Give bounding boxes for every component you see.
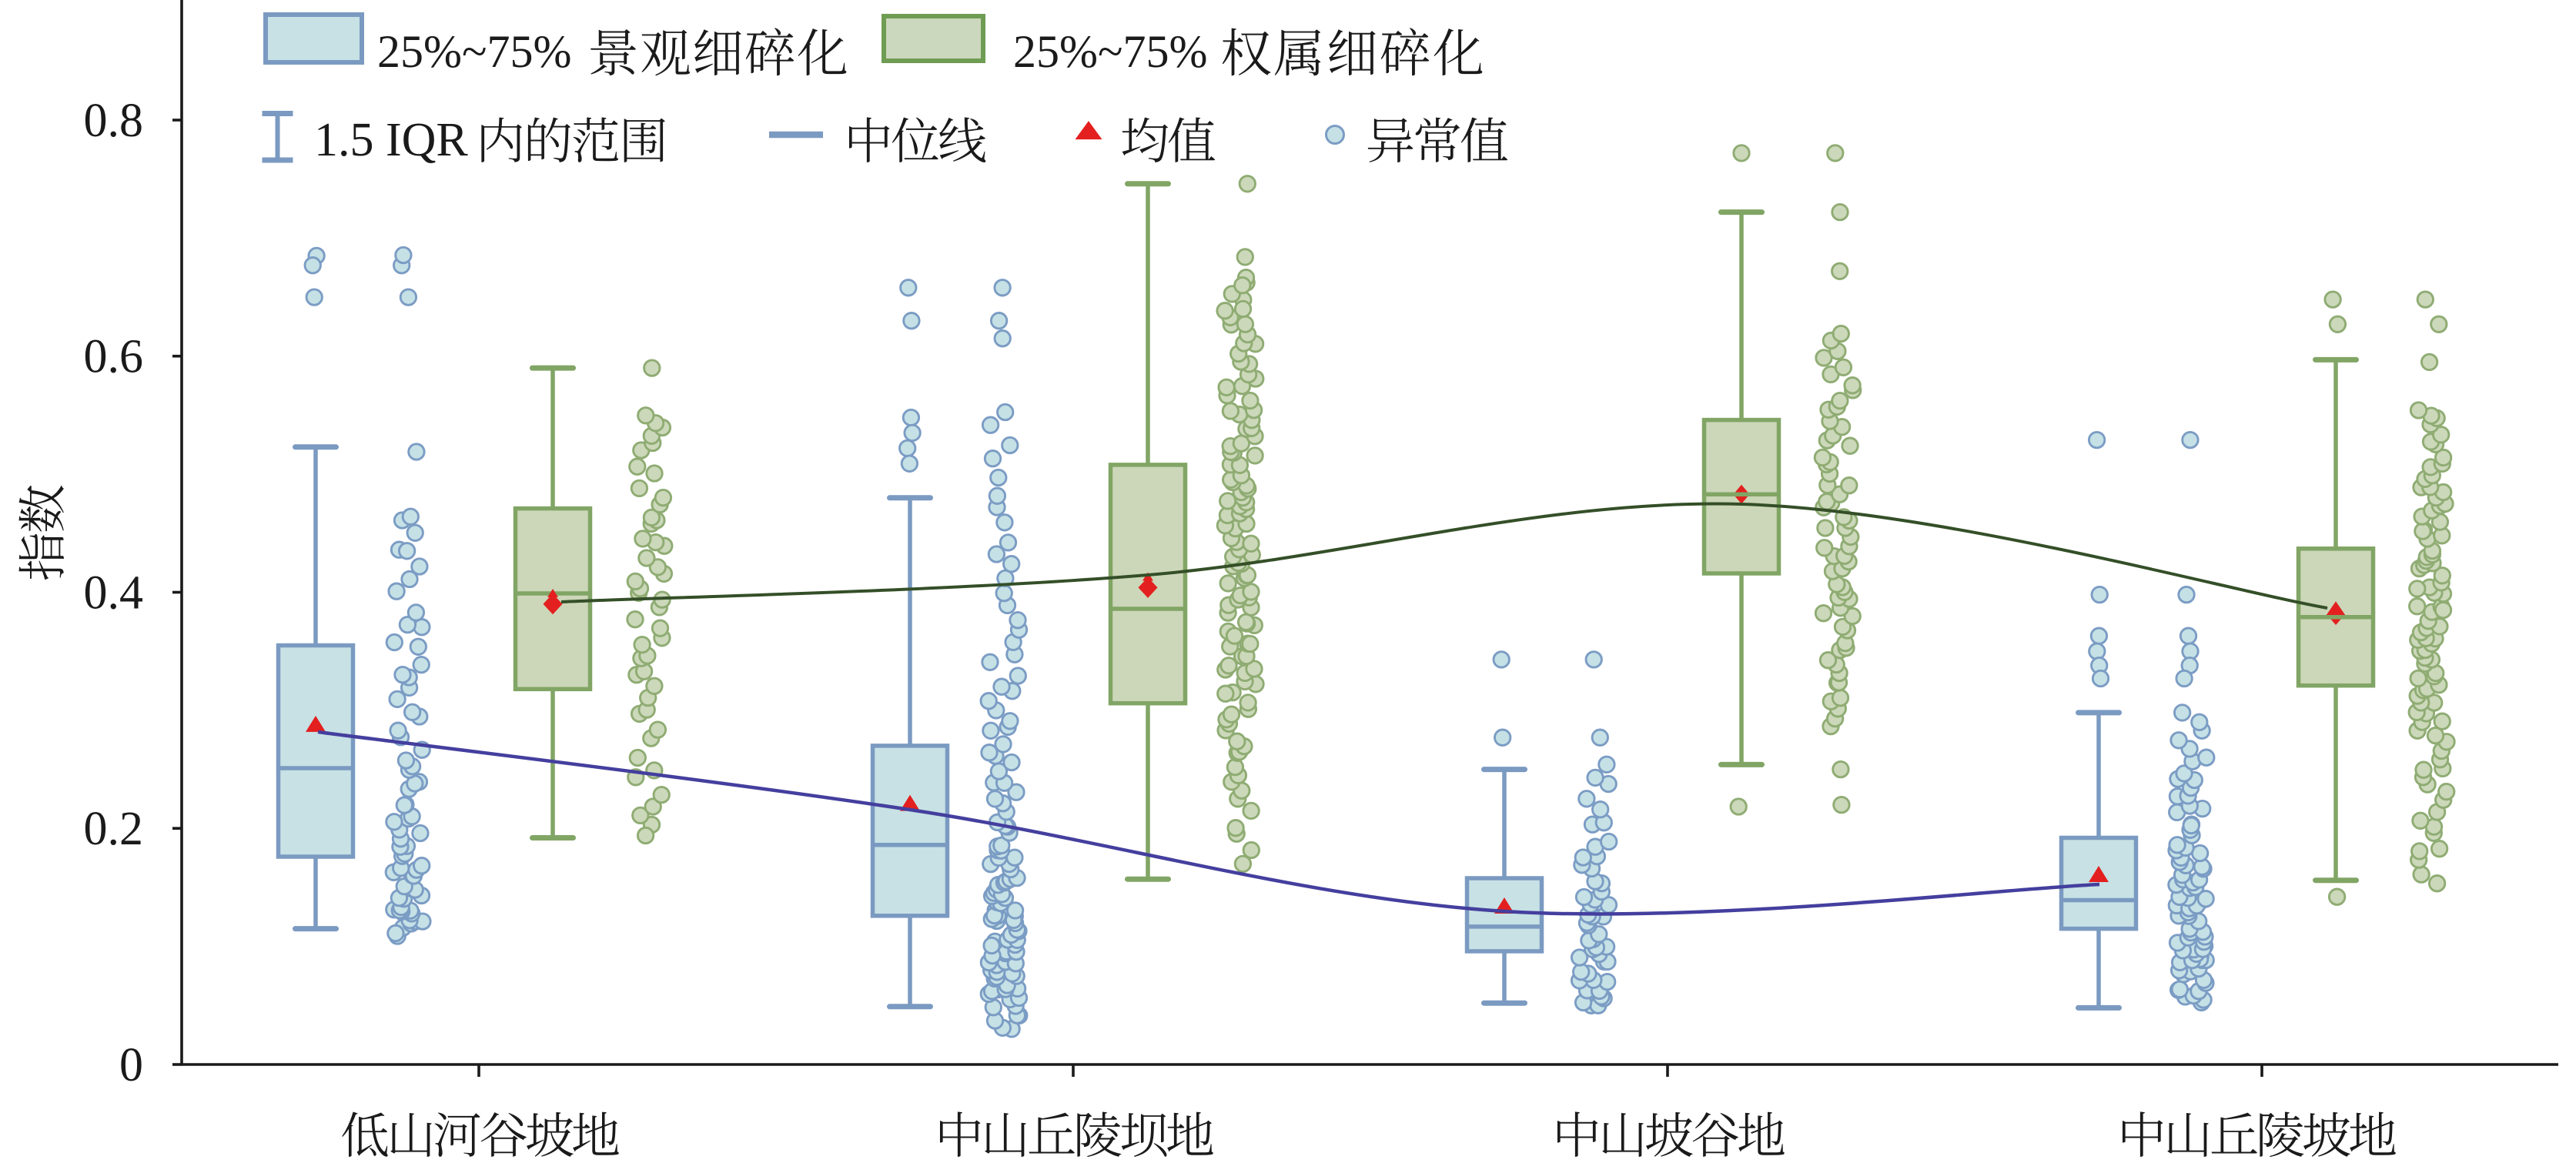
svg-text:0.4: 0.4 (84, 567, 144, 620)
svg-text:25%~75%: 25%~75% (1013, 26, 1207, 77)
svg-text:25%~75%: 25%~75% (377, 26, 571, 77)
svg-text:0.2: 0.2 (84, 803, 144, 855)
svg-text:0.6: 0.6 (84, 331, 144, 383)
svg-text:1.5 IQR: 1.5 IQR (314, 114, 468, 166)
svg-text:0.8: 0.8 (84, 95, 144, 147)
svg-text:0: 0 (119, 1039, 143, 1091)
